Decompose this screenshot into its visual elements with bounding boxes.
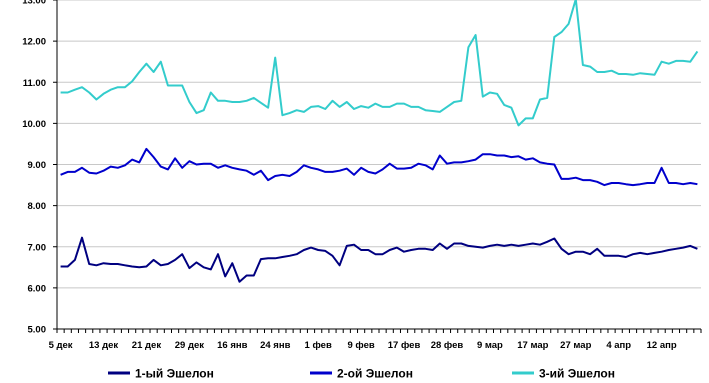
x-tick-label: 1 фев bbox=[305, 340, 332, 351]
y-tick-label: 8.00 bbox=[28, 201, 47, 212]
grid-lines bbox=[57, 0, 701, 289]
legend-label: 2-ой Эшелон bbox=[337, 367, 413, 381]
x-tick-label: 9 мар bbox=[477, 340, 503, 351]
x-tick-label: 21 дек bbox=[132, 340, 162, 351]
x-tick-label: 5 дек bbox=[49, 340, 73, 351]
x-tick-label: 12 апр bbox=[647, 340, 677, 351]
y-tick-labels: 5.00 6.00 7.00 8.00 9.00 10.00 11.00 12.00 13.00 bbox=[22, 0, 46, 336]
y-tick-label: 12.00 bbox=[22, 37, 46, 48]
legend-label: 1-ый Эшелон bbox=[135, 367, 214, 381]
series-line-1 bbox=[60, 236, 698, 283]
y-tick-label: 6.00 bbox=[28, 283, 47, 294]
series-line-3 bbox=[60, 0, 699, 127]
series-line-2 bbox=[60, 147, 698, 187]
x-tick-label: 17 мар bbox=[517, 340, 548, 351]
x-tick-labels: 5 дек 13 дек 21 дек 29 дек 16 янв 24 янв 1 фев… bbox=[49, 340, 677, 351]
y-tick-label: 10.00 bbox=[22, 119, 46, 130]
legend: 1-ый Эшелон 2-ой Эшелон 3-ий Эшелон bbox=[108, 367, 615, 381]
x-tick-label: 29 дек bbox=[175, 340, 205, 351]
y-tick-label: 13.00 bbox=[22, 0, 46, 7]
y-tick-label: 5.00 bbox=[28, 325, 47, 336]
x-tick-label: 16 янв bbox=[217, 340, 247, 351]
x-tick-label: 24 янв bbox=[260, 340, 290, 351]
series-lines bbox=[60, 0, 699, 283]
x-tick-label: 27 мар bbox=[560, 340, 591, 351]
y-tick-label: 11.00 bbox=[23, 78, 46, 89]
x-tick-label: 17 фев bbox=[388, 340, 421, 351]
x-tick-label: 9 фев bbox=[347, 340, 374, 351]
legend-label: 3-ий Эшелон bbox=[539, 367, 615, 381]
x-tick-label: 28 фев bbox=[431, 340, 464, 351]
y-tick-label: 9.00 bbox=[28, 160, 47, 171]
axes bbox=[53, 0, 702, 333]
y-tick-label: 7.00 bbox=[28, 242, 47, 253]
x-tick-label: 4 апр bbox=[606, 340, 631, 351]
x-tick-label: 13 дек bbox=[89, 340, 119, 351]
